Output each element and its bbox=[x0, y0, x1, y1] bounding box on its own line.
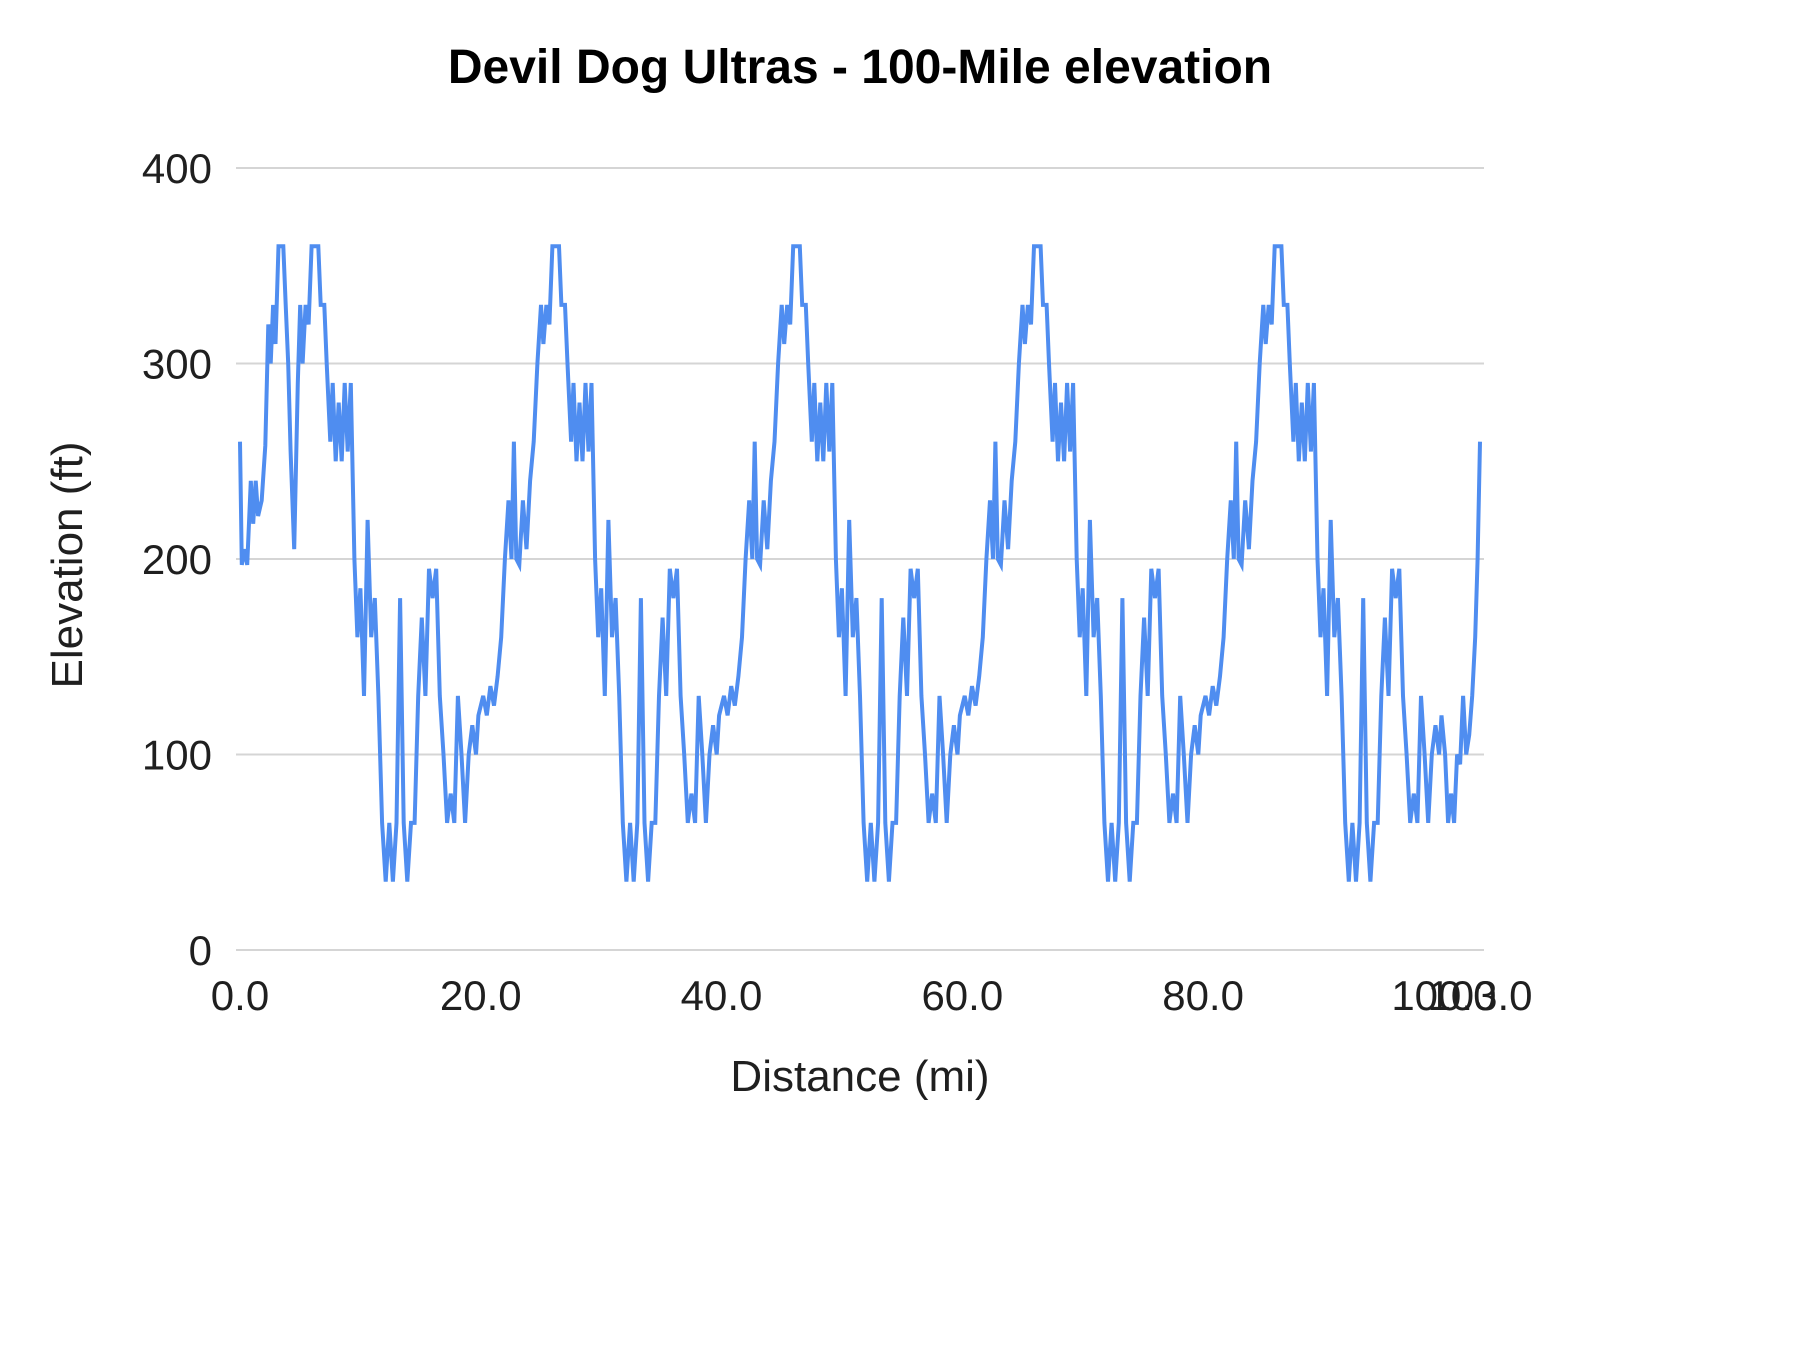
x-tick-label: 100.0 bbox=[1391, 972, 1496, 1019]
x-tick-label: 40.0 bbox=[681, 972, 763, 1019]
elevation-line bbox=[238, 244, 1482, 882]
x-tick-label: 20.0 bbox=[440, 972, 522, 1019]
chart-title: Devil Dog Ultras - 100-Mile elevation bbox=[447, 41, 1273, 94]
x-axis-title: Distance (mi) bbox=[730, 1052, 990, 1101]
x-tick-label: 103.0 bbox=[1427, 972, 1532, 1019]
y-tick-label: 0 bbox=[189, 927, 212, 974]
y-tick-label: 300 bbox=[142, 341, 212, 388]
y-tick-label: 200 bbox=[142, 536, 212, 583]
x-tick-label: 0.0 bbox=[211, 972, 269, 1019]
x-tick-label: 80.0 bbox=[1162, 972, 1244, 1019]
x-tick-label: 60.0 bbox=[921, 972, 1003, 1019]
y-tick-label: 100 bbox=[142, 732, 212, 779]
y-tick-label: 400 bbox=[142, 145, 212, 192]
